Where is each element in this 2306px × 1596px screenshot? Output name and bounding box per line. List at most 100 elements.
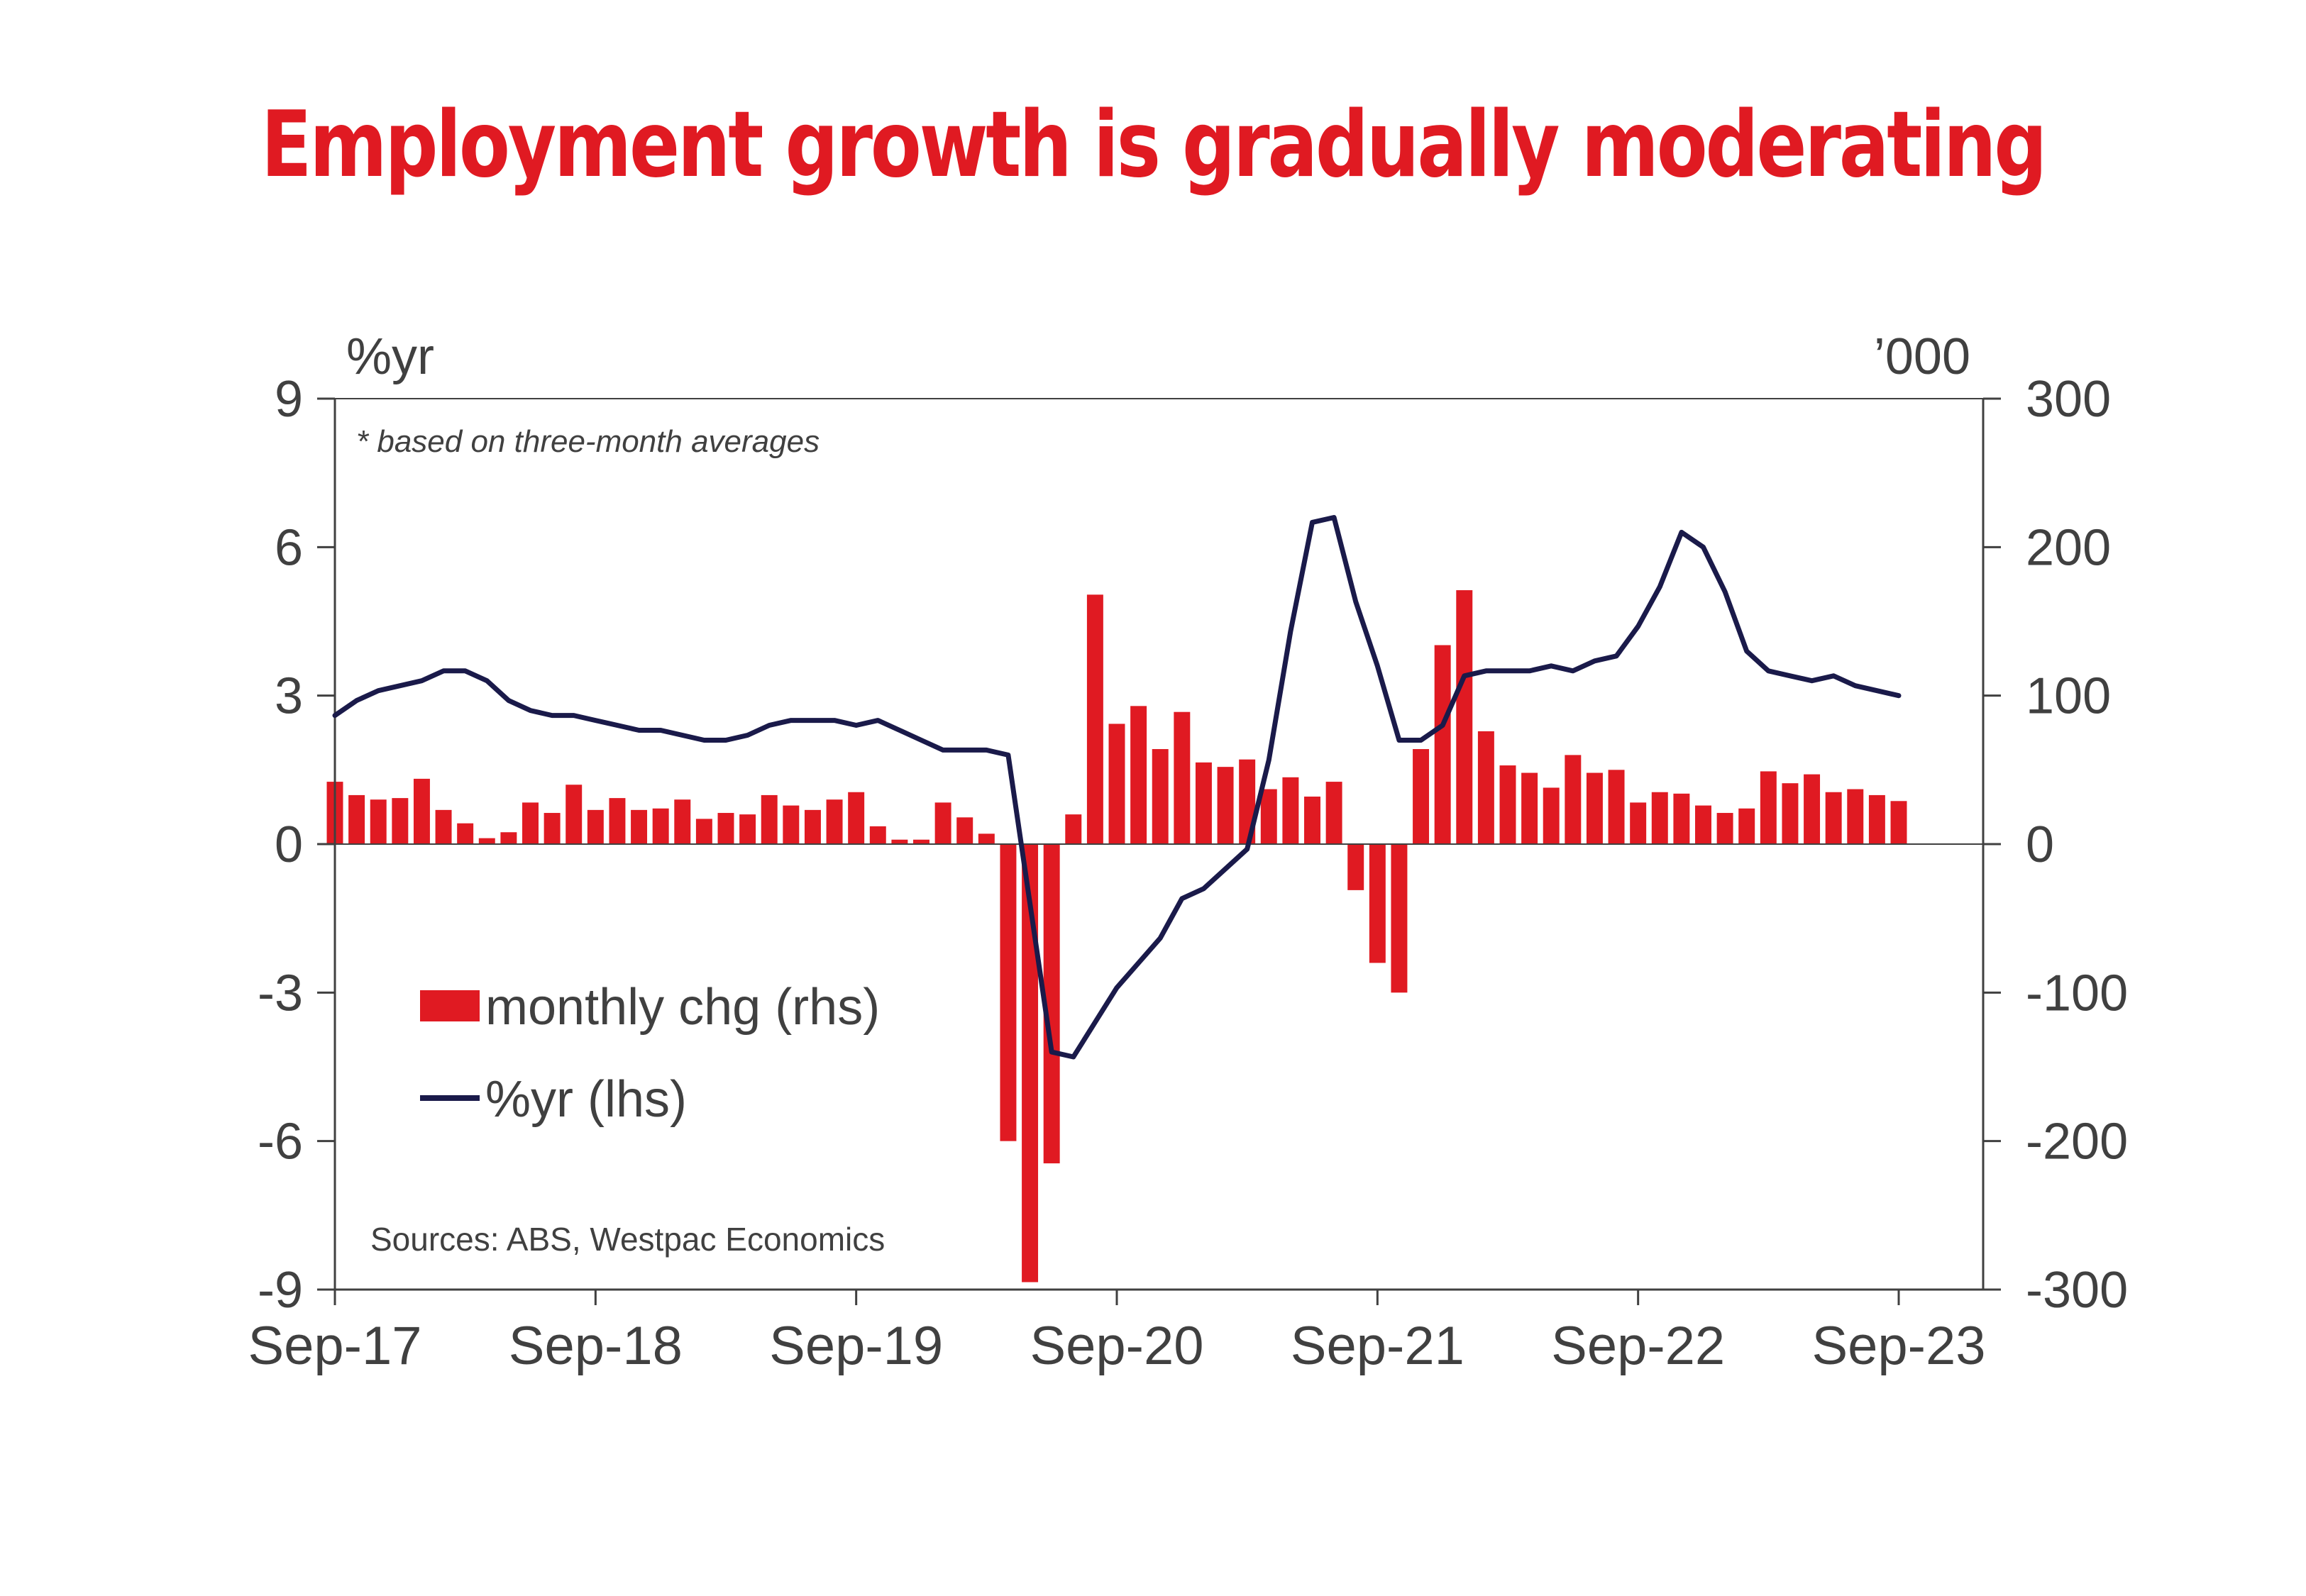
left-axis-unit: %yr <box>346 328 434 385</box>
left-y-tick-label: 0 <box>275 816 303 873</box>
bar-monthly-chg <box>544 813 561 844</box>
bar-monthly-chg <box>1825 792 1842 844</box>
bar-monthly-chg <box>1195 762 1212 844</box>
bar-monthly-chg <box>1782 783 1799 844</box>
bar-monthly-chg <box>1804 774 1821 844</box>
left-y-tick-label: -6 <box>258 1114 303 1170</box>
right-y-tick-label: -200 <box>2026 1114 2128 1170</box>
text-layer: 9 300 6 200 3 100 0 0 -3 -100 -6 -200 -9 -300 Sep-17 Se… <box>248 328 2128 1376</box>
bar-monthly-chg <box>1868 794 1885 844</box>
bar-monthly-chg <box>1391 844 1408 993</box>
bar-monthly-chg <box>1108 724 1125 844</box>
bar-monthly-chg <box>1022 844 1039 1282</box>
bar-monthly-chg <box>1043 844 1060 1164</box>
bar-monthly-chg <box>717 813 734 844</box>
bar-monthly-chg <box>1499 765 1516 844</box>
bar-monthly-chg <box>956 817 973 844</box>
bar-monthly-chg <box>1086 594 1103 844</box>
line-layer <box>332 515 1902 1060</box>
bar-monthly-chg <box>435 809 452 844</box>
x-tick-label: Sep-23 <box>1811 1316 1985 1376</box>
left-y-tick-label: 6 <box>275 519 303 576</box>
bar-monthly-chg <box>348 794 365 844</box>
left-y-tick-label: -3 <box>258 965 303 1021</box>
bar-monthly-chg <box>609 798 626 844</box>
bar-monthly-chg <box>370 799 387 844</box>
legend-label-bar: monthly chg (rhs) <box>485 979 880 1036</box>
bar-monthly-chg <box>804 809 821 844</box>
bar-monthly-chg <box>1608 770 1625 844</box>
bar-monthly-chg <box>1130 706 1147 844</box>
bar-monthly-chg <box>1673 793 1690 844</box>
bar-monthly-chg <box>1152 749 1169 844</box>
bar-monthly-chg <box>1217 767 1234 844</box>
x-tick-label: Sep-20 <box>1030 1316 1203 1376</box>
bar-monthly-chg <box>1695 805 1711 844</box>
right-y-tick-label: 300 <box>2026 371 2111 428</box>
bar-monthly-chg <box>1000 844 1017 1141</box>
bar-monthly-chg <box>1651 792 1668 844</box>
bar-monthly-chg <box>1174 711 1191 844</box>
x-tick-label: Sep-17 <box>248 1316 421 1376</box>
bar-monthly-chg <box>913 839 929 844</box>
bar-monthly-chg <box>1543 787 1560 844</box>
bar-monthly-chg <box>869 826 886 844</box>
bar-monthly-chg <box>978 833 995 844</box>
bar-monthly-chg <box>1477 731 1494 844</box>
x-tick-label: Sep-19 <box>769 1316 943 1376</box>
source-note: Sources: ABS, Westpac Economics <box>370 1221 885 1258</box>
bar-monthly-chg <box>1325 782 1342 844</box>
line-yoy-pct <box>332 515 1902 1060</box>
bar-monthly-chg <box>1760 771 1777 844</box>
bar-monthly-chg <box>826 799 843 844</box>
bar-monthly-chg <box>1716 813 1733 844</box>
legend-label-line: %yr (lhs) <box>485 1071 687 1128</box>
bar-monthly-chg <box>392 798 409 844</box>
bar-monthly-chg <box>1738 808 1755 844</box>
right-y-tick-label: 200 <box>2026 519 2111 576</box>
left-y-tick-label: 3 <box>275 668 303 725</box>
bars-layer <box>326 590 1907 1282</box>
bar-monthly-chg <box>631 809 648 844</box>
footnote: * based on three-month averages <box>356 424 820 459</box>
bar-monthly-chg <box>478 838 495 844</box>
x-tick-label: Sep-21 <box>1291 1316 1464 1376</box>
bar-monthly-chg <box>695 819 712 844</box>
bar-monthly-chg <box>1521 772 1538 844</box>
bar-monthly-chg <box>783 805 800 844</box>
bar-monthly-chg <box>1586 772 1603 844</box>
bar-monthly-chg <box>1434 645 1451 844</box>
left-y-tick-label: 9 <box>275 371 303 428</box>
bar-monthly-chg <box>1282 777 1299 844</box>
bar-monthly-chg <box>739 814 756 844</box>
right-y-tick-label: -100 <box>2026 965 2128 1021</box>
bar-monthly-chg <box>413 778 430 844</box>
bar-monthly-chg <box>1565 755 1582 844</box>
bar-monthly-chg <box>457 823 474 844</box>
bar-monthly-chg <box>761 794 778 844</box>
bar-monthly-chg <box>1630 802 1647 844</box>
x-tick-label: Sep-18 <box>509 1316 683 1376</box>
chart-title: Employment growth is gradually moderatin… <box>260 92 2048 198</box>
bar-monthly-chg <box>1413 749 1430 844</box>
bar-monthly-chg <box>1065 814 1082 844</box>
bar-monthly-chg <box>1890 801 1907 844</box>
left-y-tick-label: -9 <box>258 1262 303 1319</box>
bar-monthly-chg <box>587 809 604 844</box>
bar-monthly-chg <box>652 808 669 844</box>
bar-monthly-chg <box>500 832 517 844</box>
legend-swatch-bar <box>420 990 480 1021</box>
bar-monthly-chg <box>1369 844 1386 963</box>
right-axis-unit: ’000 <box>1874 328 1970 385</box>
bar-monthly-chg <box>891 839 908 844</box>
bar-monthly-chg <box>848 792 865 844</box>
bar-monthly-chg <box>674 799 691 844</box>
right-y-tick-label: 100 <box>2026 668 2111 725</box>
bar-monthly-chg <box>934 802 951 844</box>
bar-monthly-chg <box>1847 789 1864 844</box>
bar-monthly-chg <box>522 802 539 844</box>
right-y-tick-label: 0 <box>2026 816 2054 873</box>
bar-monthly-chg <box>1304 797 1320 844</box>
axes-layer <box>317 397 2001 1305</box>
